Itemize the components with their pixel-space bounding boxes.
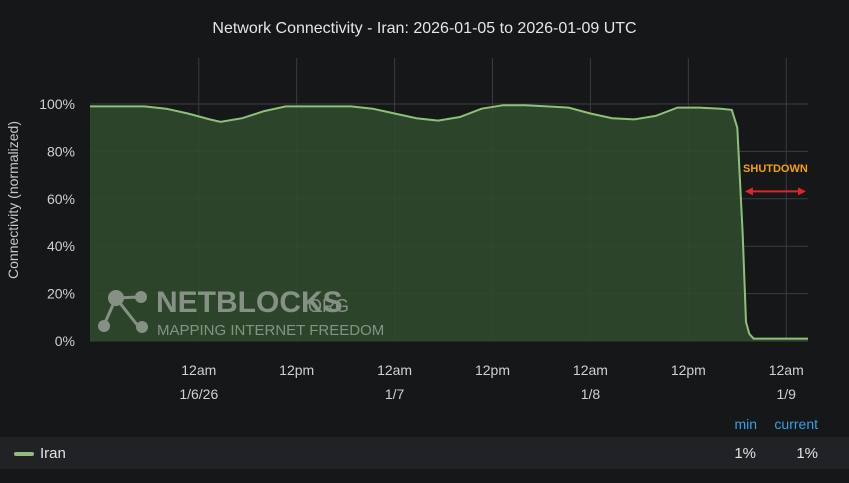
- x-tick-label: 12am: [377, 362, 412, 378]
- x-tick-label: 12am: [181, 362, 216, 378]
- watermark-brand-suffix: .ORG: [303, 296, 349, 316]
- x-tick-date-label: 1/8: [581, 386, 601, 402]
- x-axis-tick-labels: 12am 1/6/26 12pm 12am 1/7 12pm 12am 1/8 12pm 12am…: [179, 362, 803, 402]
- series-line: [90, 104, 808, 340]
- legend-row[interactable]: Iran 1% 1%: [0, 437, 849, 469]
- x-tick-date-label: 1/6/26: [179, 386, 218, 402]
- netblocks-logo-icon: [98, 290, 148, 333]
- y-tick-label: 80%: [47, 143, 75, 159]
- legend-min-header[interactable]: min: [734, 416, 757, 432]
- x-tick-label: 12am: [573, 362, 608, 378]
- y-axis-label: Connectivity (normalized): [5, 121, 21, 279]
- x-tick-label: 12pm: [475, 362, 510, 378]
- shutdown-arrow-right-head: [798, 187, 806, 196]
- watermark-brand: NETBLOCKS: [156, 286, 343, 319]
- x-tick-label: 12pm: [279, 362, 314, 378]
- shutdown-annotation: SHUTDOWN: [743, 163, 808, 196]
- netblocks-watermark: NETBLOCKS .ORG MAPPING INTERNET FREEDOM: [98, 286, 384, 339]
- x-tick-label: 12pm: [671, 362, 706, 378]
- series-area-fill: [90, 105, 808, 341]
- shutdown-label: SHUTDOWN: [743, 163, 808, 175]
- legend-min-value: 1%: [734, 445, 756, 462]
- y-tick-label: 40%: [47, 238, 75, 254]
- legend-current-value: 1%: [796, 445, 818, 462]
- y-tick-label: 60%: [47, 191, 75, 207]
- watermark-tagline: MAPPING INTERNET FREEDOM: [157, 322, 384, 339]
- x-tick-date-label: 1/7: [385, 386, 405, 402]
- series-area-layer: [90, 104, 808, 341]
- y-axis-tick-labels: 0% 20% 40% 60% 80% 100%: [39, 96, 75, 349]
- shutdown-arrow-left-head: [744, 187, 753, 196]
- x-tick-date-label: 1/9: [777, 386, 797, 402]
- legend-current-header[interactable]: current: [774, 416, 818, 432]
- y-tick-label: 100%: [39, 96, 75, 112]
- x-tick-label: 12am: [769, 362, 804, 378]
- y-tick-label: 0%: [55, 333, 75, 349]
- legend-series-name[interactable]: Iran: [40, 445, 66, 462]
- chart-plot: NETBLOCKS .ORG MAPPING INTERNET FREEDOM …: [5, 58, 808, 402]
- chart-title: Network Connectivity - Iran: 2026-01-05 …: [212, 20, 637, 37]
- y-tick-label: 20%: [47, 286, 75, 302]
- legend-swatch: [14, 452, 34, 456]
